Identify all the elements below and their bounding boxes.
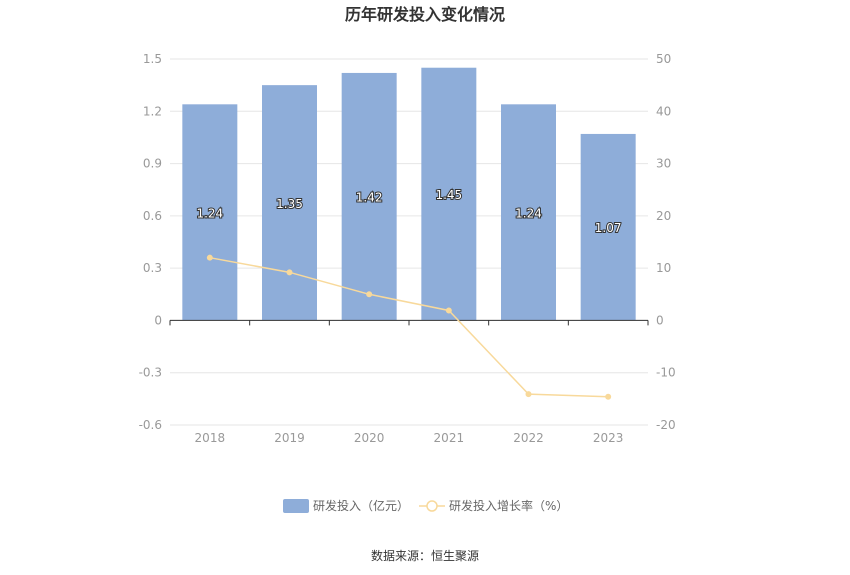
line-point [445,307,452,314]
bar [182,104,238,321]
right-tick-label: 40 [656,104,671,118]
right-tick-label: -20 [656,418,676,432]
left-tick-label: 1.5 [143,52,162,66]
legend-bar-swatch[interactable] [283,499,309,513]
bar [580,133,636,321]
x-tick-label: 2020 [354,431,385,445]
bar-label: 1.24 [196,206,223,220]
left-tick-label: 0.6 [143,209,162,223]
right-tick-label: 0 [656,313,664,327]
right-tick-label: -10 [656,366,676,380]
bar-label: 1.42 [356,191,383,205]
bar-data-labels: 1.24 1.35 1.42 1.45 1.24 1.07 [195,187,622,236]
bar [421,67,477,321]
legend-line-marker[interactable] [426,500,438,512]
chart-title: 历年研发投入变化情况 [345,5,505,24]
left-tick-label: 0.3 [143,261,162,275]
left-tick-label: -0.3 [139,366,162,380]
bar-label: 1.24 [515,206,542,220]
line-series [206,254,612,400]
line-point [206,254,213,261]
bar-label: 1.07 [595,221,622,235]
right-tick-label: 50 [656,52,671,66]
line-point [525,391,532,398]
legend-bar-label[interactable]: 研发投入（亿元） [313,498,409,513]
right-tick-label: 20 [656,209,671,223]
left-tick-label: 0 [154,313,162,327]
left-tick-label: 0.9 [143,157,162,171]
left-axis-ticks: 1.5 1.2 0.9 0.6 0.3 0 -0.3 -0.6 [139,52,162,432]
legend-line-label[interactable]: 研发投入增长率（%） [449,498,568,513]
bar-label: 1.45 [435,188,462,202]
legend[interactable]: 研发投入（亿元） 研发投入增长率（%） [283,498,568,513]
left-tick-label: 1.2 [143,104,162,118]
line-point [605,393,612,400]
line-point [286,269,293,276]
x-tick-label: 2022 [513,431,544,445]
bar-label: 1.35 [276,197,303,211]
x-tick-label: 2021 [434,431,465,445]
bar-series [182,67,636,321]
bar [501,104,556,321]
bar [262,85,317,321]
x-tick-label: 2019 [274,431,305,445]
right-tick-label: 30 [656,157,671,171]
right-axis-ticks: 50 40 30 20 10 0 -10 -20 [656,52,676,432]
bar [341,72,397,321]
x-tick-label: 2023 [593,431,624,445]
growth-line [209,256,609,398]
left-tick-label: -0.6 [139,418,162,432]
line-point [366,291,373,298]
right-tick-label: 10 [656,261,671,275]
x-axis-ticks: 2018 2019 2020 2021 2022 2023 [169,320,649,445]
grid-lines [170,58,648,426]
x-tick-label: 2018 [195,431,226,445]
data-source: 数据来源：恒生聚源 [371,548,479,563]
